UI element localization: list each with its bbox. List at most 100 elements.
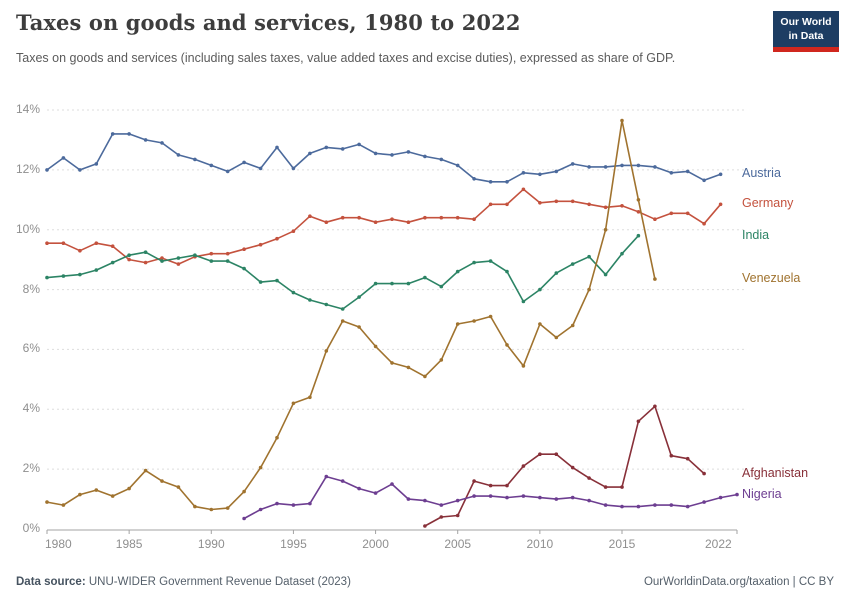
data-point-germany-2000 (373, 220, 378, 224)
data-point-venezuela-1986 (143, 468, 148, 473)
x-tick-label-2022: 2022 (705, 537, 732, 551)
data-point-venezuela-2016 (636, 198, 641, 202)
data-point-venezuela-2014 (603, 227, 608, 232)
data-point-afghanistan-2007 (488, 483, 493, 488)
data-point-india-1983 (94, 268, 99, 272)
series-label-germany[interactable]: Germany (742, 196, 794, 211)
data-point-india-2010 (538, 287, 542, 292)
data-point-india-2015 (620, 251, 624, 256)
series-label-austria[interactable]: Austria (742, 166, 781, 181)
data-point-nigeria-1999 (357, 486, 361, 491)
x-tick-label-2015: 2015 (608, 537, 636, 551)
data-point-austria-2002 (406, 150, 411, 154)
series-label-venezuela[interactable]: Venezuela (742, 271, 801, 286)
data-point-venezuela-1992 (242, 489, 246, 494)
data-point-germany-2018 (669, 211, 674, 216)
data-point-germany-1985 (127, 257, 131, 262)
series-line-afghanistan[interactable] (424, 405, 705, 527)
owid-logo-line2: in Data (788, 29, 824, 42)
data-point-afghanistan-2015 (620, 485, 624, 489)
data-point-austria-2001 (390, 153, 394, 157)
data-point-india-2004 (439, 284, 444, 289)
data-point-nigeria-2018 (669, 503, 674, 507)
data-point-india-2016 (636, 233, 641, 238)
series-label-india[interactable]: India (742, 227, 770, 242)
data-point-germany-1992 (242, 247, 246, 251)
data-point-germany-1997 (324, 220, 329, 224)
y-tick-label-8: 8% (22, 281, 40, 296)
data-point-venezuela-1983 (94, 488, 99, 492)
data-point-germany-2017 (653, 217, 657, 221)
data-point-austria-1981 (61, 156, 66, 160)
data-point-afghanistan-2009 (521, 464, 526, 468)
data-point-germany-1983 (94, 241, 99, 245)
data-point-venezuela-2015 (620, 118, 624, 123)
data-point-india-2012 (570, 262, 575, 266)
data-point-india-1980 (45, 275, 49, 280)
y-tick-label-14: 14% (15, 102, 40, 116)
data-point-austria-2014 (603, 165, 608, 169)
data-point-venezuela-2009 (521, 364, 526, 368)
data-point-india-1987 (160, 259, 164, 263)
series-line-austria[interactable] (46, 133, 722, 183)
data-point-venezuela-1980 (45, 500, 49, 504)
data-point-india-1984 (110, 260, 115, 265)
data-point-nigeria-2011 (554, 497, 559, 501)
y-tick-label-2: 2% (22, 461, 40, 476)
data-point-nigeria-1993 (258, 507, 263, 512)
data-point-austria-1994 (275, 145, 279, 150)
data-point-austria-1998 (340, 147, 345, 151)
series-line-venezuela[interactable] (46, 119, 656, 511)
data-point-india-2007 (488, 259, 493, 263)
owid-logo-line1: Our World (780, 16, 832, 28)
data-point-venezuela-2002 (406, 365, 411, 370)
data-point-india-1990 (209, 259, 214, 263)
series-line-india[interactable] (46, 234, 640, 310)
data-point-venezuela-1994 (275, 435, 279, 440)
data-point-germany-2007 (488, 202, 493, 207)
data-point-nigeria-2013 (587, 498, 591, 503)
data-point-germany-1986 (143, 260, 148, 265)
data-point-nigeria-2003 (423, 498, 427, 503)
data-point-germany-2011 (554, 199, 559, 204)
data-point-austria-1987 (160, 141, 164, 145)
data-point-india-1999 (357, 295, 361, 299)
data-point-austria-1992 (242, 160, 246, 165)
series-points-austria (45, 132, 723, 184)
data-point-nigeria-2021 (718, 495, 723, 500)
data-point-germany-1996 (308, 214, 312, 218)
data-point-india-2008 (505, 269, 509, 274)
data-point-austria-1984 (110, 132, 115, 136)
data-point-afghanistan-2018 (669, 453, 674, 458)
data-point-nigeria-1994 (275, 501, 279, 506)
data-point-germany-2003 (423, 215, 427, 220)
data-point-germany-2021 (718, 202, 723, 207)
data-point-austria-2006 (472, 177, 476, 181)
data-point-germany-2010 (538, 201, 542, 205)
series-label-nigeria[interactable]: Nigeria (742, 486, 782, 501)
data-point-austria-2020 (702, 178, 706, 183)
y-tick-label-10: 10% (15, 221, 40, 236)
data-point-austria-2003 (423, 154, 427, 159)
data-point-india-1989 (193, 253, 197, 257)
data-point-germany-1980 (45, 241, 49, 245)
owid-credit-link[interactable]: OurWorldinData.org/taxation | CC BY (643, 576, 834, 588)
series-label-afghanistan[interactable]: Afghanistan (742, 465, 809, 480)
data-point-austria-1982 (78, 168, 82, 172)
data-point-india-2000 (373, 281, 378, 286)
data-point-austria-2000 (373, 151, 378, 156)
data-point-austria-2019 (685, 169, 690, 174)
data-point-germany-2012 (570, 199, 575, 204)
data-point-india-1986 (143, 250, 148, 254)
series-points-afghanistan (423, 404, 706, 528)
data-point-afghanistan-2005 (455, 513, 460, 518)
data-point-austria-2013 (587, 165, 591, 169)
data-point-venezuela-1998 (340, 319, 345, 323)
data-point-austria-2012 (570, 162, 575, 166)
series-points-venezuela (45, 118, 657, 512)
data-point-venezuela-1989 (193, 504, 197, 509)
data-point-nigeria-2002 (406, 497, 411, 501)
data-point-nigeria-2014 (603, 503, 608, 507)
